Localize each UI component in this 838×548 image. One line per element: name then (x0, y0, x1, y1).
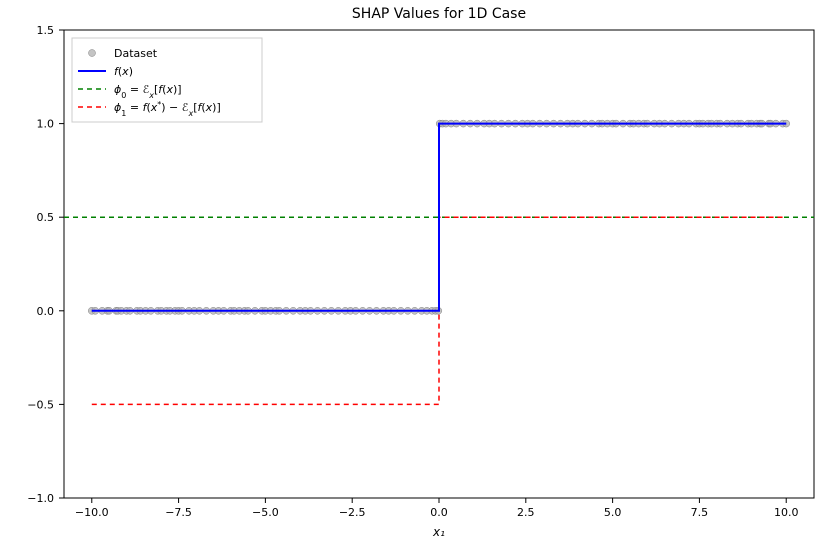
y-tick-label: 0.5 (37, 211, 55, 224)
x-tick-label: −7.5 (165, 506, 192, 519)
chart-svg: −10.0 −7.5 −5.0 −2.5 0.0 2.5 5.0 7.5 10.0 x₁ −1.0 −… (0, 0, 838, 548)
y-tick-label: 1.5 (37, 24, 55, 37)
x-tick-label: −5.0 (252, 506, 279, 519)
x-tick-label: 7.5 (691, 506, 709, 519)
x-axis-label: x₁ (432, 525, 445, 539)
y-tick-label: 1.0 (37, 118, 55, 131)
y-tick-label: −1.0 (27, 492, 54, 505)
x-tick-label: 0.0 (430, 506, 448, 519)
x-tick-label: 5.0 (604, 506, 622, 519)
legend-swatch-scatter (89, 50, 96, 57)
legend-label: f(x) (114, 65, 133, 78)
chart-title: SHAP Values for 1D Case (352, 6, 526, 22)
chart-container: −10.0 −7.5 −5.0 −2.5 0.0 2.5 5.0 7.5 10.0 x₁ −1.0 −… (0, 0, 838, 548)
x-tick-label: −10.0 (75, 506, 109, 519)
x-tick-label: −2.5 (339, 506, 366, 519)
legend-label: Dataset (114, 47, 158, 60)
legend: Datasetf(x)ϕ0 = ℰx[f(x)]ϕ1 = f(x*) − ℰx[… (72, 38, 262, 122)
y-tick-label: 0.0 (37, 305, 55, 318)
y-tick-label: −0.5 (27, 398, 54, 411)
x-tick-label: 2.5 (517, 506, 535, 519)
x-tick-label: 10.0 (774, 506, 799, 519)
